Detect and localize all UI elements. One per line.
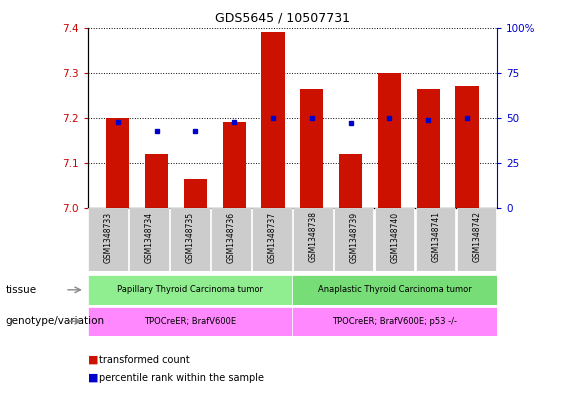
Text: GSM1348733: GSM1348733 [103, 211, 112, 263]
Text: genotype/variation: genotype/variation [6, 316, 105, 326]
Text: ■: ■ [88, 354, 98, 365]
Text: tissue: tissue [6, 285, 37, 295]
Bar [170, 208, 210, 271]
Text: GSM1348735: GSM1348735 [185, 211, 194, 263]
Text: GSM1348737: GSM1348737 [267, 211, 276, 263]
Text: GSM1348736: GSM1348736 [227, 211, 236, 263]
Text: GSM1348741: GSM1348741 [431, 211, 440, 263]
Text: GSM1348739: GSM1348739 [349, 211, 358, 263]
Text: ■: ■ [88, 373, 98, 383]
Text: Papillary Thyroid Carcinoma tumor: Papillary Thyroid Carcinoma tumor [117, 285, 263, 294]
Bar [88, 275, 293, 305]
Bar [416, 88, 440, 208]
Text: transformed count: transformed count [99, 354, 190, 365]
Bar [334, 208, 373, 271]
Bar [378, 73, 401, 208]
Bar [252, 208, 292, 271]
Bar [184, 179, 207, 208]
Text: GSM1348740: GSM1348740 [390, 211, 399, 263]
Bar [223, 122, 246, 208]
Bar [416, 208, 455, 271]
Bar [129, 208, 169, 271]
Bar [375, 208, 415, 271]
Bar [457, 208, 497, 271]
Bar [293, 307, 497, 336]
Text: GSM1348734: GSM1348734 [145, 211, 154, 263]
Text: GSM1348742: GSM1348742 [472, 211, 481, 263]
Text: TPOCreER; BrafV600E: TPOCreER; BrafV600E [144, 317, 236, 326]
Text: GDS5645 / 10507731: GDS5645 / 10507731 [215, 12, 350, 25]
Text: percentile rank within the sample: percentile rank within the sample [99, 373, 264, 383]
Text: TPOCreER; BrafV600E; p53 -/-: TPOCreER; BrafV600E; p53 -/- [332, 317, 457, 326]
Text: GSM1348738: GSM1348738 [308, 211, 318, 263]
Bar [88, 208, 128, 271]
Bar [106, 118, 129, 208]
Bar [211, 208, 251, 271]
Bar [293, 208, 333, 271]
Bar [339, 154, 362, 208]
Bar [455, 86, 479, 208]
Bar [300, 88, 323, 208]
Bar [145, 154, 168, 208]
Bar [262, 32, 285, 208]
Bar [88, 307, 293, 336]
Text: Anaplastic Thyroid Carcinoma tumor: Anaplastic Thyroid Carcinoma tumor [318, 285, 472, 294]
Bar [293, 275, 497, 305]
